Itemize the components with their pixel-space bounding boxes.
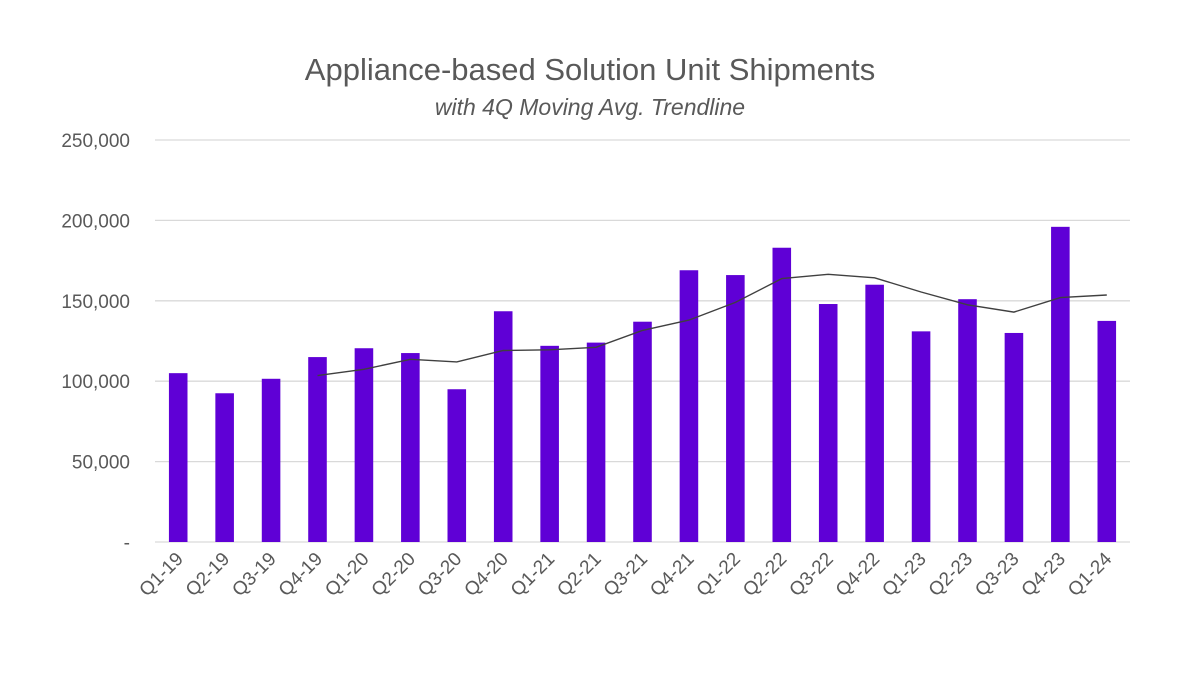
- x-tick-label: Q1-22: [693, 549, 745, 601]
- x-tick-label: Q1-19: [136, 549, 188, 601]
- bar: [958, 299, 977, 542]
- x-tick-label: Q2-20: [368, 549, 420, 601]
- chart-subtitle: with 4Q Moving Avg. Trendline: [434, 94, 746, 120]
- bar: [911, 331, 931, 542]
- bar: [1097, 320, 1117, 542]
- trendline: [317, 273, 1107, 377]
- bar: [1051, 226, 1070, 542]
- y-tick-label: 50,000: [72, 453, 130, 474]
- x-tick-label: Q4-19: [275, 549, 327, 601]
- bar: [633, 321, 652, 542]
- x-tick-label: Q2-22: [739, 549, 791, 601]
- bar: [818, 304, 838, 542]
- x-tick-label: Q3-23: [971, 549, 1023, 601]
- x-tick-label: Q3-21: [600, 549, 652, 601]
- bar: [493, 311, 513, 542]
- bar: [865, 284, 884, 542]
- x-tick-label: Q1-23: [878, 549, 930, 601]
- x-tick-label: Q1-21: [507, 549, 559, 601]
- x-tick-label: Q2-19: [182, 549, 234, 601]
- x-tick-label: Q2-23: [925, 549, 977, 601]
- x-tick-label: Q4-23: [1018, 549, 1070, 601]
- bar: [447, 389, 467, 542]
- bar: [586, 342, 606, 542]
- x-tick-label: Q1-20: [321, 549, 373, 601]
- bar: [726, 275, 745, 542]
- y-tick-label: -: [124, 533, 130, 554]
- bar: [168, 373, 188, 542]
- bar: [261, 378, 281, 542]
- bar: [772, 247, 792, 542]
- x-tick-label: Q2-21: [553, 549, 605, 601]
- x-tick-label: Q3-19: [228, 549, 280, 601]
- bar: [215, 393, 234, 542]
- x-tick-label: Q1-24: [1064, 548, 1116, 600]
- x-tick-label: Q3-20: [414, 549, 466, 601]
- x-tick-label: Q4-22: [832, 549, 884, 601]
- x-tick-label: Q4-21: [646, 549, 698, 601]
- x-tick-label: Q4-20: [461, 549, 513, 601]
- bar: [540, 345, 559, 542]
- y-tick-label: 250,000: [61, 131, 130, 152]
- y-tick-label: 150,000: [61, 292, 130, 313]
- chart-title: Appliance-based Solution Unit Shipments: [304, 52, 876, 87]
- bar: [1004, 332, 1024, 542]
- y-tick-label: 100,000: [61, 372, 130, 393]
- bar: [679, 270, 699, 542]
- x-tick-label: Q3-22: [786, 549, 838, 601]
- bar: [401, 353, 420, 542]
- bar: [354, 348, 374, 542]
- bar: [308, 357, 327, 542]
- y-tick-label: 200,000: [61, 211, 130, 232]
